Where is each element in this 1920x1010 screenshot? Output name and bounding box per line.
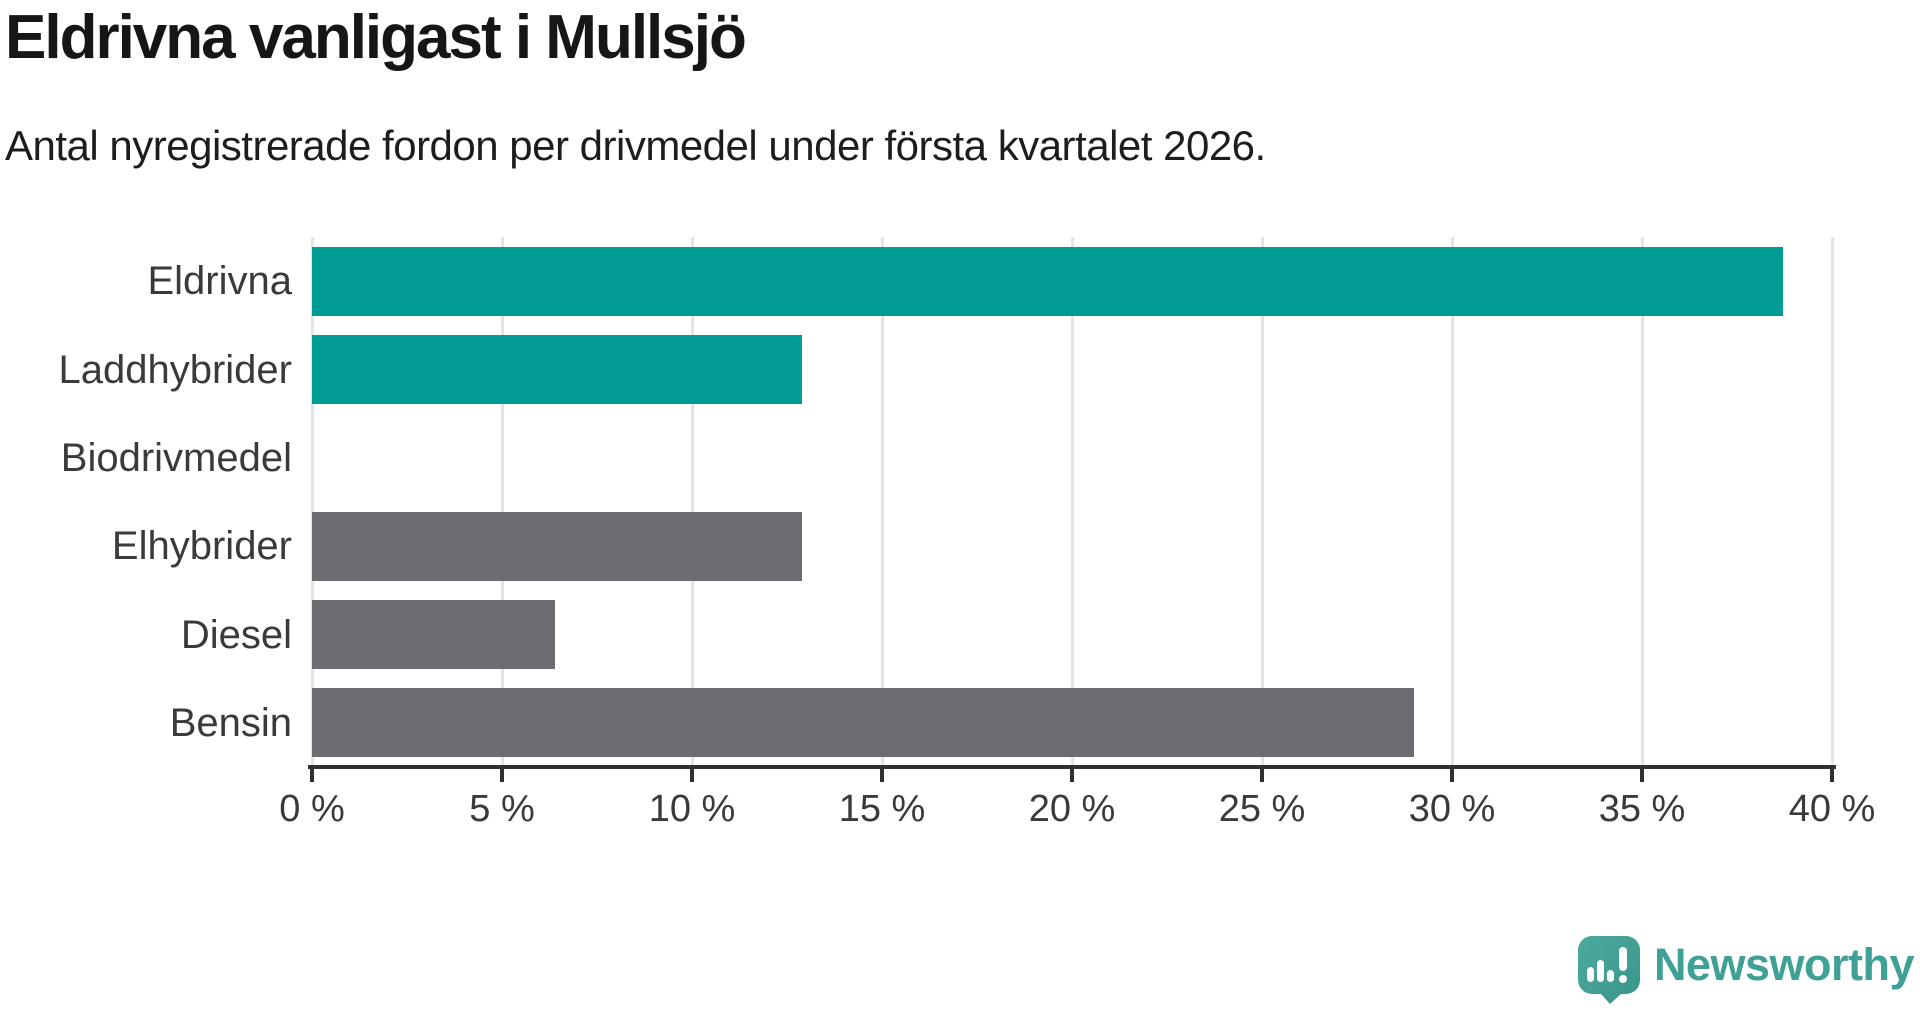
x-axis-tick	[880, 769, 884, 782]
x-axis-tick	[1830, 769, 1834, 782]
gridline	[1830, 237, 1834, 767]
gridline	[1070, 237, 1074, 767]
x-axis-tick	[1640, 769, 1644, 782]
chart-title: Eldrivna vanligast i Mullsjö	[5, 3, 747, 72]
x-axis-tick	[1070, 769, 1074, 782]
gridline	[690, 237, 694, 767]
category-label: Diesel	[180, 612, 292, 657]
gridline	[1450, 237, 1454, 767]
x-tick-label: 25 %	[1218, 788, 1306, 830]
gridline	[500, 237, 504, 767]
x-axis-tick	[1260, 769, 1264, 782]
chart-subtitle: Antal nyregistrerade fordon per drivmede…	[5, 122, 1266, 169]
x-tick-label: 10 %	[648, 788, 736, 830]
x-tick-label: 0 %	[279, 788, 345, 830]
gridline	[1640, 237, 1644, 767]
category-label: Biodrivmedel	[60, 435, 292, 480]
x-tick-label: 30 %	[1408, 788, 1496, 830]
category-label: Laddhybrider	[58, 347, 293, 392]
x-tick-label: 35 %	[1598, 788, 1686, 830]
newsworthy-bubble-chart-icon	[1577, 936, 1640, 1004]
bar	[312, 511, 803, 581]
newsworthy-logo-text: Newsworthy	[1653, 939, 1915, 990]
bar	[312, 688, 1414, 758]
category-label: Elhybrider	[111, 524, 292, 569]
gridline	[310, 237, 314, 767]
category-label: Eldrivna	[147, 259, 292, 304]
newsworthy-logo: Newsworthy	[1577, 936, 1915, 1004]
gridline	[880, 237, 884, 767]
gridline	[1260, 237, 1264, 767]
x-axis-tick	[500, 769, 504, 782]
bar	[312, 246, 1783, 316]
category-label: Bensin	[169, 700, 292, 745]
bar	[312, 600, 556, 669]
x-axis-tick	[1450, 769, 1454, 782]
x-axis-tick	[690, 769, 694, 782]
bar	[312, 335, 803, 404]
x-tick-label: 15 %	[838, 788, 926, 830]
x-tick-label: 40 %	[1788, 788, 1876, 830]
x-tick-label: 20 %	[1028, 788, 1116, 830]
x-axis-line	[308, 765, 1836, 769]
x-tick-label: 5 %	[469, 788, 535, 830]
x-axis-tick	[310, 769, 314, 782]
